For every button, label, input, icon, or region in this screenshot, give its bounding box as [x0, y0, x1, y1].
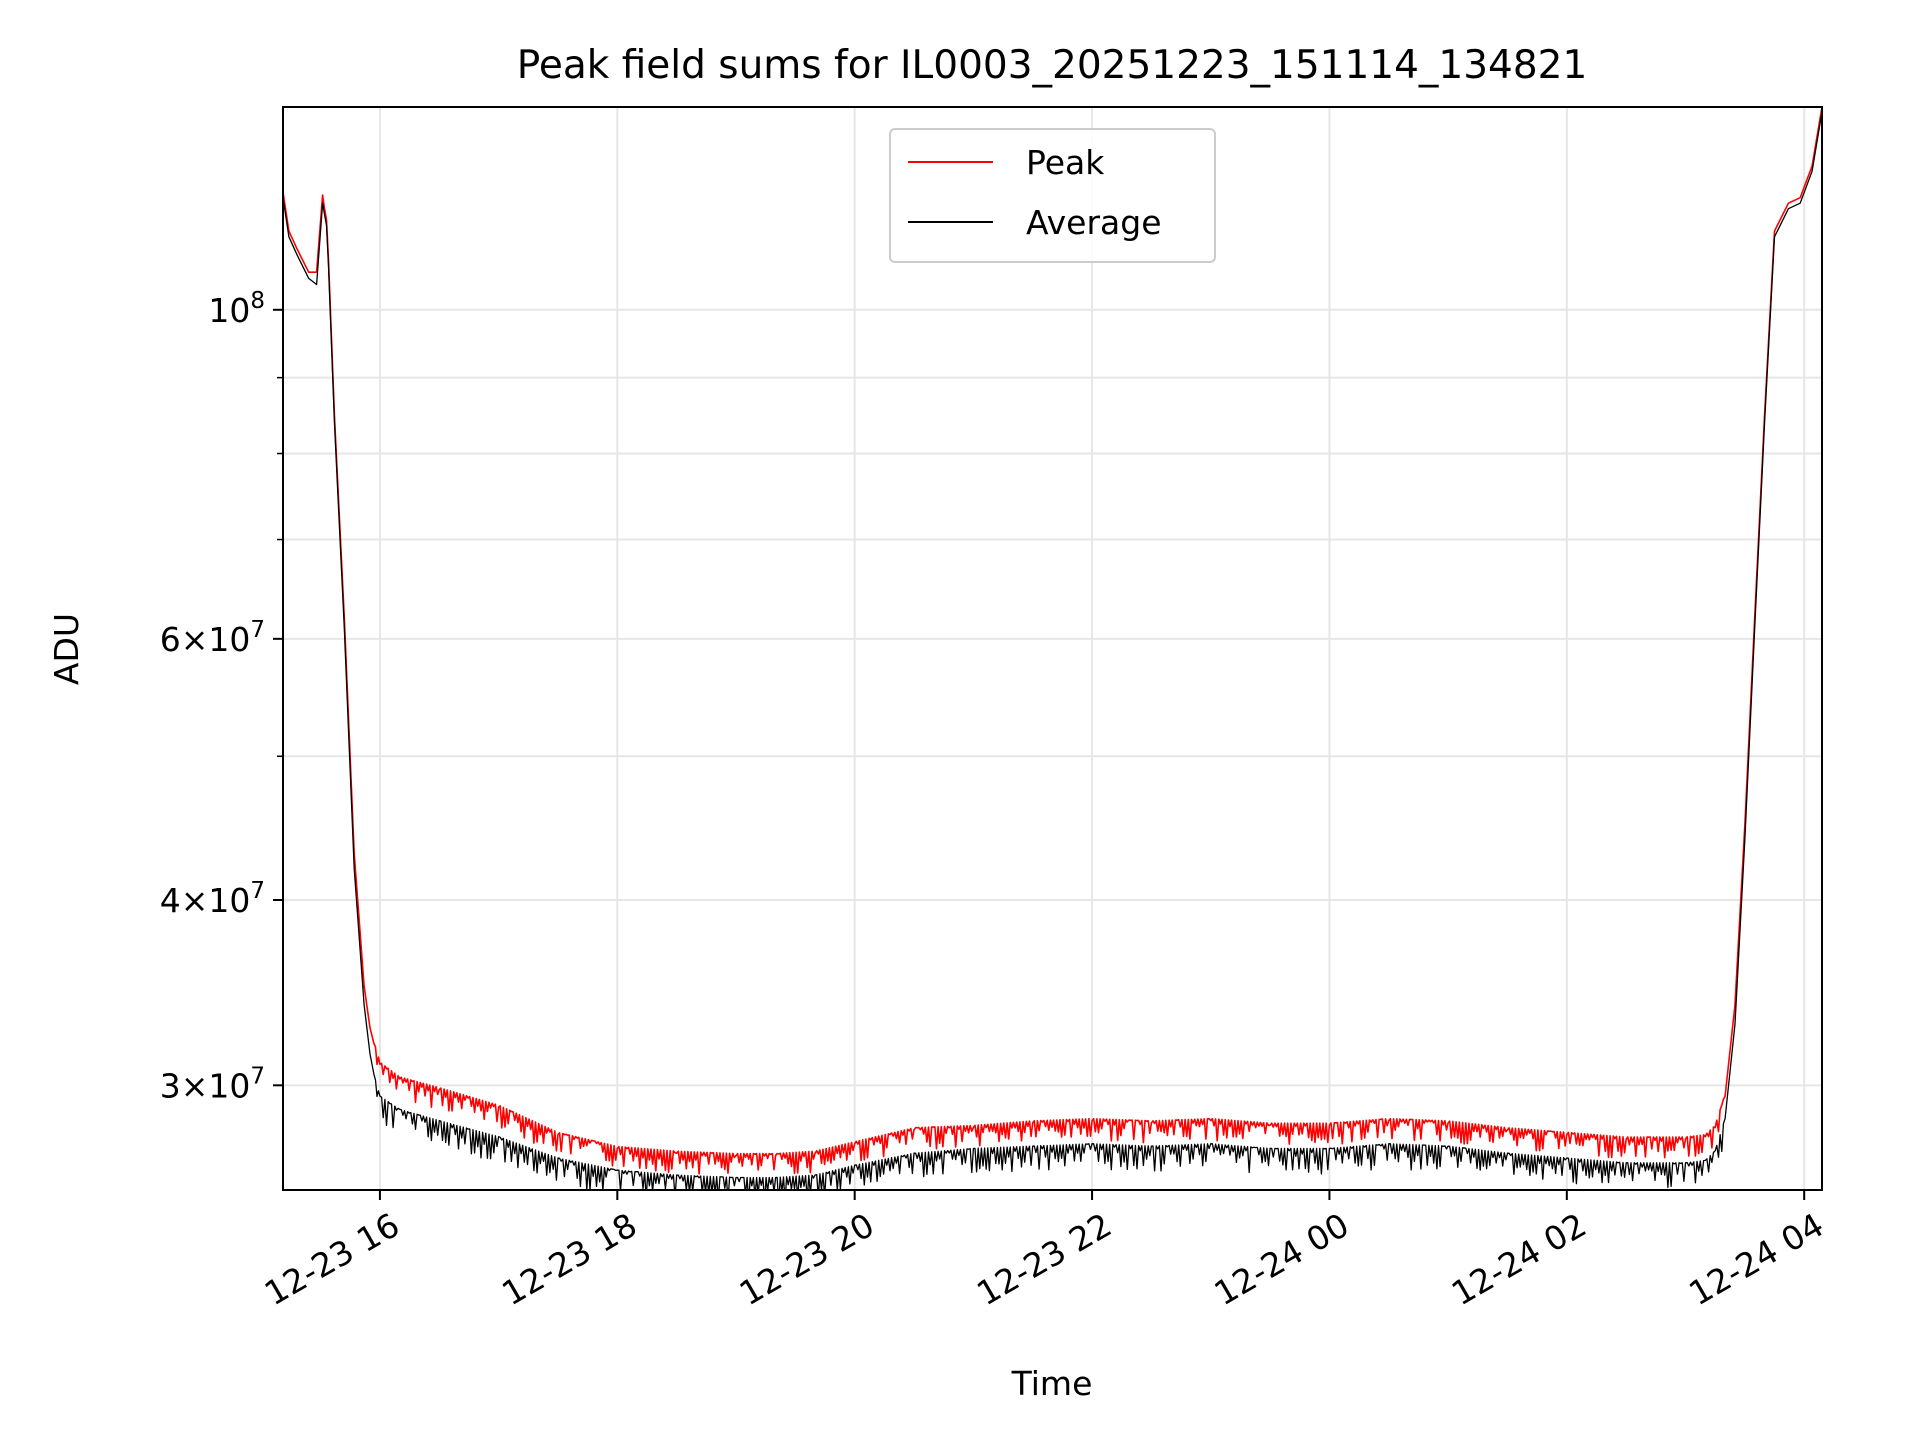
- y-tick-label: 3×107: [160, 1063, 265, 1105]
- x-axis-label: Time: [1011, 1364, 1093, 1403]
- y-tick-label: 108: [208, 288, 265, 330]
- plot-series: [283, 107, 1822, 1190]
- chart-title: Peak field sums for IL0003_20251223_1511…: [517, 43, 1588, 88]
- y-tick-label: 4×107: [160, 878, 265, 920]
- series-line-average: [283, 111, 1822, 1190]
- legend-label-average: Average: [1026, 203, 1162, 242]
- y-axis-label: ADU: [47, 613, 86, 685]
- axes-frame: [282, 106, 1823, 1191]
- y-tick-label: 6×107: [160, 617, 265, 659]
- grid-lines: [283, 107, 1822, 1190]
- legend-label-peak: Peak: [1026, 143, 1105, 182]
- series-line-peak: [283, 107, 1822, 1175]
- legend: Peak Average: [889, 128, 1216, 263]
